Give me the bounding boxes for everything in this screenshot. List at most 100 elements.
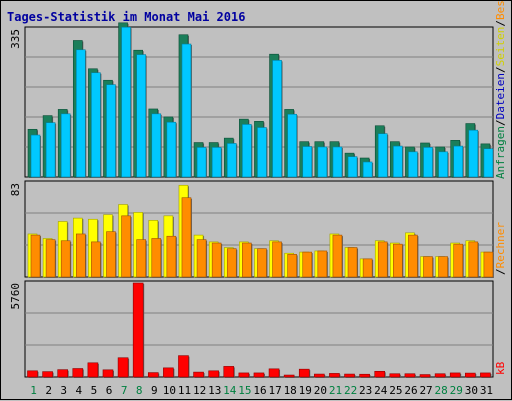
bar-besuche-day-24 (377, 241, 388, 278)
panel-bottom-background (24, 280, 494, 378)
bar-besuche-day-19 (302, 251, 313, 278)
bar-besuche-day-14 (226, 248, 237, 278)
chart-title: Tages-Statistik im Monat Mai 2016 (7, 10, 245, 24)
bar-besuche-day-11 (181, 197, 192, 278)
bar-dateien-day-3 (60, 113, 71, 178)
right-legend-middle: /Rechner (494, 222, 507, 275)
bar-besuche-day-3 (60, 240, 71, 278)
bar-kb-day-27 (419, 374, 431, 378)
day-label-12: 12 (193, 384, 206, 397)
bar-kb-day-13 (208, 370, 219, 378)
bar-kb-day-21 (329, 373, 340, 378)
bar-besuche-day-2 (45, 239, 56, 278)
bar-kb-day-3 (57, 369, 68, 378)
day-label-4: 4 (76, 384, 83, 397)
bar-kb-day-23 (359, 373, 370, 378)
bar-kb-day-1 (27, 370, 38, 378)
bar-besuche-day-6 (106, 231, 116, 278)
bar-kb-day-31 (480, 372, 491, 378)
bar-dateien-day-4 (75, 49, 86, 178)
bar-kb-day-22 (344, 373, 355, 378)
bar-kb-day-26 (404, 373, 416, 378)
bar-dateien-day-27 (423, 147, 433, 178)
day-label-6: 6 (106, 384, 113, 397)
bar-kb-day-7 (117, 357, 129, 378)
bar-besuche-day-4 (75, 233, 86, 278)
bar-dateien-day-29 (453, 145, 464, 178)
bar-besuche-day-29 (453, 243, 464, 278)
bar-dateien-day-11 (181, 43, 192, 178)
day-label-29: 29 (450, 384, 463, 397)
bar-kb-day-25 (389, 373, 401, 378)
bar-besuche-day-5 (91, 241, 101, 278)
right-legend-top: Anfragen/Dateien/Seiten/Besuche (494, 1, 507, 179)
day-label-3: 3 (60, 384, 67, 397)
day-label-14: 14 (223, 384, 237, 397)
bar-kb-day-10 (163, 367, 174, 378)
bar-besuche-day-28 (438, 256, 448, 278)
bar-dateien-day-6 (106, 84, 116, 178)
day-label-25: 25 (389, 384, 402, 397)
right-legend-bottom: kB (494, 361, 507, 375)
bar-dateien-day-28 (438, 151, 448, 178)
bar-dateien-day-9 (151, 113, 162, 178)
bar-dateien-day-19 (302, 146, 313, 178)
bar-dateien-day-16 (257, 127, 267, 178)
bar-besuche-day-31 (483, 251, 494, 278)
bar-kb-day-17 (268, 368, 280, 378)
day-label-19: 19 (299, 384, 312, 397)
bar-dateien-day-8 (136, 54, 146, 178)
bar-dateien-day-10 (166, 121, 177, 178)
bar-kb-day-5 (87, 362, 99, 378)
day-label-2: 2 (45, 384, 52, 397)
bar-kb-day-30 (465, 372, 476, 378)
day-label-23: 23 (359, 384, 372, 397)
bar-dateien-day-26 (408, 151, 418, 178)
bar-dateien-day-13 (211, 147, 222, 178)
bar-besuche-day-27 (423, 256, 433, 278)
bar-besuche-day-17 (272, 241, 282, 278)
day-label-11: 11 (178, 384, 191, 397)
bar-besuche-day-12 (196, 239, 207, 278)
bar-dateien-day-17 (272, 60, 282, 178)
bar-kb-day-29 (449, 372, 461, 378)
bar-dateien-day-18 (287, 113, 297, 178)
bar-besuche-day-13 (211, 242, 222, 278)
bar-dateien-day-24 (377, 133, 388, 178)
day-label-26: 26 (404, 384, 417, 397)
bar-kb-day-11 (178, 355, 189, 378)
bar-besuche-day-18 (287, 254, 297, 278)
bar-besuche-day-30 (468, 241, 479, 278)
y-max-label-top: 335 (9, 29, 22, 49)
bar-besuche-day-15 (242, 242, 252, 278)
bar-dateien-day-5 (91, 72, 101, 178)
day-label-27: 27 (419, 384, 432, 397)
day-label-1: 1 (30, 384, 37, 397)
day-label-28: 28 (435, 384, 448, 397)
day-label-17: 17 (268, 384, 281, 397)
day-label-15: 15 (238, 384, 251, 397)
bar-dateien-day-23 (362, 161, 373, 178)
bar-besuche-day-8 (136, 239, 146, 278)
bar-besuche-day-16 (257, 248, 267, 278)
day-label-24: 24 (374, 384, 388, 397)
y-max-label-middle: 83 (9, 183, 22, 196)
bar-besuche-day-20 (317, 250, 328, 278)
day-label-31: 31 (480, 384, 493, 397)
day-label-16: 16 (253, 384, 266, 397)
bar-kb-day-18 (283, 374, 295, 378)
bar-dateien-day-1 (30, 134, 41, 178)
bar-dateien-day-15 (242, 124, 252, 178)
bar-kb-day-9 (147, 372, 159, 378)
bar-kb-day-15 (238, 372, 250, 378)
bar-kb-day-12 (193, 371, 204, 378)
bar-dateien-day-2 (45, 122, 56, 178)
bar-besuche-day-26 (408, 234, 418, 278)
bar-kb-day-24 (374, 370, 386, 378)
day-label-13: 13 (208, 384, 221, 397)
bar-dateien-day-25 (393, 145, 403, 178)
bar-dateien-day-30 (468, 129, 479, 178)
day-label-22: 22 (344, 384, 357, 397)
bar-dateien-day-20 (317, 146, 328, 178)
